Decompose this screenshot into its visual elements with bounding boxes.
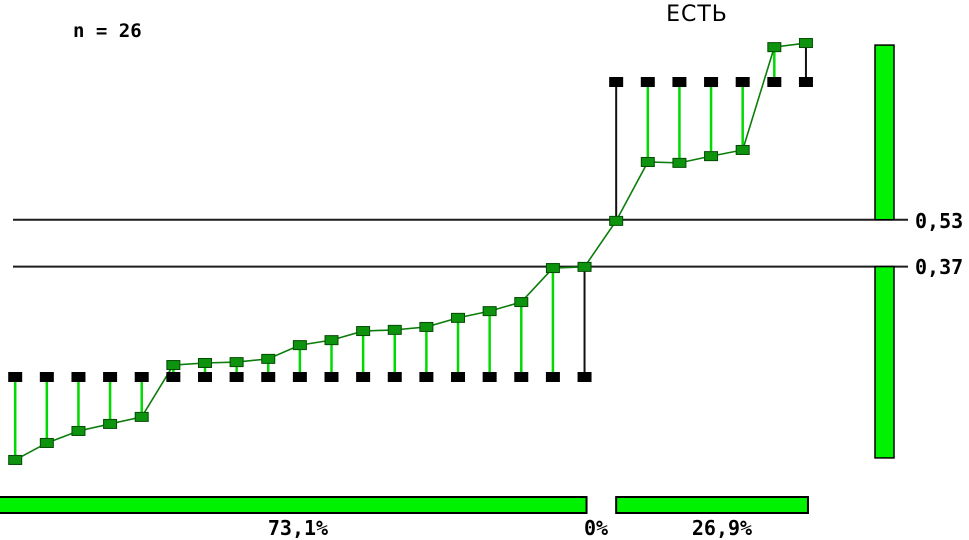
predicted-marker <box>292 340 307 351</box>
predicted-marker <box>672 157 687 168</box>
range-bar <box>874 44 895 221</box>
observed-marker <box>798 77 813 87</box>
predicted-marker <box>514 297 529 308</box>
zone-bar-left <box>0 496 588 514</box>
observed-marker <box>704 77 719 87</box>
threshold-upper-label: 0,53 <box>915 209 964 233</box>
observed-marker <box>419 372 434 382</box>
threshold-lower-label: 0,37 <box>915 255 964 279</box>
observed-marker <box>767 77 782 87</box>
observed-marker <box>8 372 23 382</box>
predicted-marker <box>419 321 434 332</box>
observed-marker <box>134 372 149 382</box>
observed-marker <box>356 372 371 382</box>
observed-marker <box>482 372 497 382</box>
observed-marker <box>292 372 307 382</box>
observed-marker <box>324 372 339 382</box>
chart-title: ЕСТЬ <box>666 2 728 27</box>
observed-marker <box>71 372 86 382</box>
predicted-marker <box>735 144 750 155</box>
observed-marker <box>545 372 560 382</box>
observed-marker <box>387 372 402 382</box>
predicted-marker <box>482 306 497 317</box>
predicted-marker <box>577 261 592 272</box>
zone-right-percent-label: 26,9% <box>691 516 753 540</box>
predicted-marker <box>39 437 54 448</box>
observed-marker <box>672 77 687 87</box>
predicted-marker <box>451 312 466 323</box>
predicted-marker <box>71 425 86 436</box>
observed-marker <box>735 77 750 87</box>
observed-marker <box>39 372 54 382</box>
observed-marker <box>451 372 466 382</box>
range-bar <box>874 265 895 459</box>
predicted-marker <box>767 42 782 53</box>
zone-left-percent-label: 73,1% <box>267 516 329 540</box>
observed-marker <box>197 372 212 382</box>
predicted-marker <box>134 411 149 422</box>
predicted-marker <box>261 353 276 364</box>
predicted-marker <box>387 324 402 335</box>
zone-bar-right <box>615 496 809 514</box>
predicted-marker <box>640 156 655 167</box>
predicted-marker <box>229 357 244 368</box>
predicted-marker <box>356 326 371 337</box>
predicted-marker <box>197 357 212 368</box>
observed-marker <box>229 372 244 382</box>
sample-size-label: n = 26 <box>73 20 142 42</box>
observed-marker <box>261 372 276 382</box>
predicted-marker <box>798 38 813 49</box>
predicted-marker <box>704 151 719 162</box>
predicted-marker <box>545 263 560 274</box>
predicted-marker <box>166 360 181 371</box>
observed-marker <box>609 77 624 87</box>
predicted-marker <box>324 335 339 346</box>
series-line <box>14 42 807 461</box>
observed-marker <box>514 372 529 382</box>
predicted-marker <box>103 418 118 429</box>
observed-marker <box>166 372 181 382</box>
zone-middle-percent-label: 0% <box>583 516 609 540</box>
observed-marker <box>640 77 655 87</box>
predicted-marker <box>609 215 624 226</box>
predicted-marker <box>8 454 23 465</box>
observed-marker <box>103 372 118 382</box>
observed-marker <box>577 372 592 382</box>
